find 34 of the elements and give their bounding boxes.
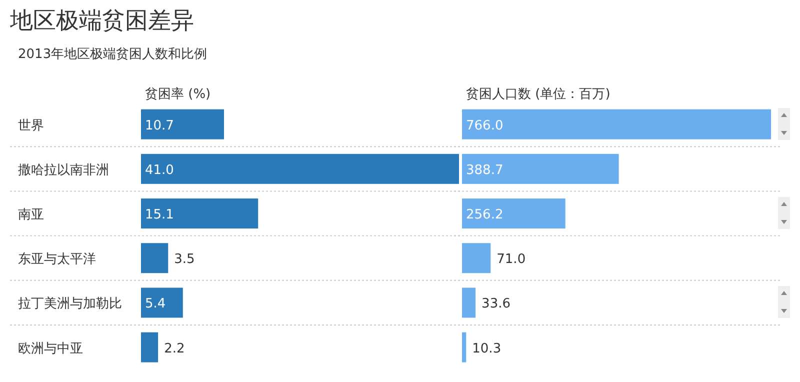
bar bbox=[462, 288, 476, 318]
bar bbox=[141, 109, 224, 140]
data-label: 15.1 bbox=[145, 208, 174, 222]
data-label: 41.0 bbox=[145, 162, 174, 178]
chart-subtitle: 2013年地区极端贫困人数和比例 bbox=[18, 47, 208, 62]
y-tick-label: 南亚 bbox=[18, 208, 44, 222]
y-tick-label: 世界 bbox=[18, 118, 44, 134]
data-label: 10.7 bbox=[145, 118, 174, 134]
y-tick-label: 拉丁美洲与加勒比 bbox=[18, 296, 122, 312]
bar bbox=[462, 332, 466, 362]
y-tick-label: 东亚与太平洋 bbox=[18, 252, 96, 268]
bar bbox=[462, 243, 491, 274]
bar bbox=[141, 288, 183, 318]
data-label: 766.0 bbox=[466, 118, 504, 134]
chart-title: 地区极端贫困差异 bbox=[9, 8, 194, 34]
data-label: 10.3 bbox=[472, 341, 502, 356]
bar bbox=[462, 109, 771, 140]
bar bbox=[141, 243, 168, 274]
bar bbox=[462, 198, 566, 228]
bar bbox=[141, 198, 258, 228]
data-label: 256.2 bbox=[466, 208, 504, 222]
data-label: 388.7 bbox=[466, 162, 504, 178]
bar bbox=[141, 332, 158, 362]
y-tick-label: 欧洲与中亚 bbox=[18, 341, 83, 356]
data-label: 71.0 bbox=[496, 252, 526, 268]
bar bbox=[141, 154, 459, 184]
data-label: 33.6 bbox=[482, 296, 511, 312]
data-label: 2.2 bbox=[164, 341, 185, 356]
data-label: 5.4 bbox=[145, 296, 166, 312]
bar bbox=[462, 154, 619, 184]
x-axis-title: 贫困率 (%) bbox=[145, 86, 211, 102]
data-label: 3.5 bbox=[174, 252, 195, 268]
x-axis-title: 贫困人口数 (单位：百万) bbox=[466, 87, 610, 102]
y-tick-label: 撒哈拉以南非洲 bbox=[18, 162, 109, 178]
